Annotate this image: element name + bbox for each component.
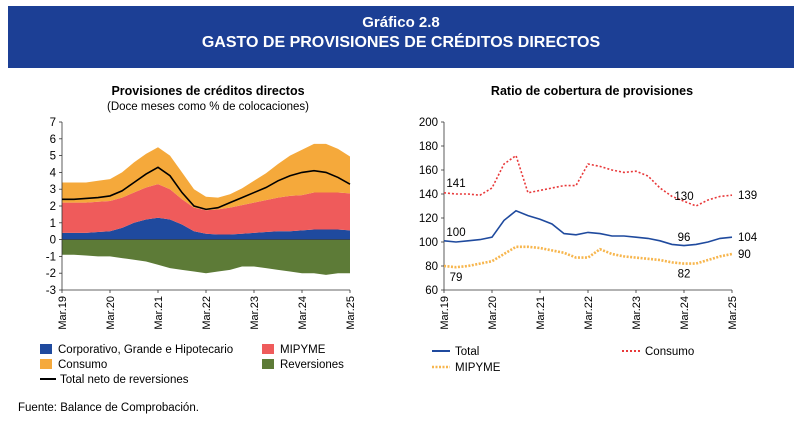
figure-number: Gráfico 2.8 (362, 14, 440, 31)
left-xtick-label: Mar.25 (345, 296, 357, 330)
legend-label-corporativo: Corporativo, Grande e Hipotecario (58, 344, 233, 356)
left-xtick-label: Mar.24 (297, 296, 309, 330)
legend-label-total-neto: Total neto de reversiones (60, 374, 189, 386)
left-chart-title: Provisiones de créditos directos (111, 84, 304, 98)
right-ytick-label: 180 (419, 141, 438, 153)
right-xtick-label: Mar.21 (535, 296, 547, 330)
right-ytick-label: 200 (419, 117, 438, 129)
left-ytick-label: 0 (50, 235, 56, 247)
right-ytick-label: 80 (425, 261, 438, 273)
area-mipyme (62, 184, 350, 235)
right-ytick-label: 60 (425, 285, 438, 297)
line-consumo (443, 154, 733, 207)
data-label: 130 (674, 191, 693, 203)
right-xtick-label: Mar.23 (631, 296, 643, 330)
left-ytick-label: 5 (50, 151, 56, 163)
left-chart-areas (62, 143, 350, 275)
area-reversiones (62, 239, 350, 275)
left-chart-line (62, 166, 351, 211)
data-label: 96 (678, 232, 691, 244)
data-label: 90 (738, 249, 751, 261)
left-xtick-label: Mar.21 (153, 296, 165, 330)
left-ytick-label: 3 (50, 184, 56, 196)
right-chart-title: Ratio de cobertura de provisiones (491, 84, 693, 98)
data-label: 139 (738, 190, 757, 202)
data-label: 100 (446, 227, 465, 239)
right-xtick-label: Mar.25 (727, 296, 739, 330)
legend-swatch-reversiones (262, 359, 274, 369)
source-note: Fuente: Balance de Comprobación. (18, 402, 199, 414)
right-xtick-label: Mar.19 (439, 296, 451, 330)
figure-title: GASTO DE PROVISIONES DE CRÉDITOS DIRECTO… (201, 34, 601, 51)
line-total-neto (62, 166, 351, 211)
area-consumo (62, 143, 350, 211)
left-ytick-label: 1 (50, 218, 56, 230)
data-label: 141 (446, 178, 465, 190)
left-xtick-label: Mar.19 (57, 296, 69, 330)
right-ytick-label: 160 (419, 165, 438, 177)
left-xtick-label: Mar.22 (201, 296, 213, 330)
chart-header-banner: Gráfico 2.8 GASTO DE PROVISIONES DE CRÉD… (8, 6, 794, 68)
right-xtick-label: Mar.20 (487, 296, 499, 330)
legend-label-mipyme: MIPYME (280, 344, 326, 356)
left-xtick-label: Mar.23 (249, 296, 261, 330)
left-ytick-label: 4 (50, 167, 57, 179)
data-label: 104 (738, 232, 758, 244)
left-ytick-label: 6 (50, 134, 56, 146)
right-ytick-label: 100 (419, 237, 438, 249)
right-chart-annotations: 141 100 79 130 96 82 139 104 90 (446, 178, 757, 284)
left-chart-legend: Corporativo, Grande e Hipotecario MIPYME… (40, 344, 344, 386)
right-ytick-label: 120 (419, 213, 438, 225)
legend-label-total: Total (455, 346, 479, 358)
right-ytick-label: 140 (419, 189, 438, 201)
right-xtick-label: Mar.24 (679, 296, 691, 330)
left-ytick-label: -3 (46, 285, 56, 297)
line-mipyme (443, 245, 733, 269)
legend-swatch-corporativo (40, 344, 52, 354)
left-chart: Provisiones de créditos directos (Doce m… (40, 84, 357, 386)
legend-swatch-mipyme (262, 344, 274, 354)
left-chart-subtitle: (Doce meses como % de colocaciones) (107, 101, 309, 113)
right-chart: Ratio de cobertura de provisiones 200 180… (419, 84, 758, 374)
legend-swatch-consumo (40, 359, 52, 369)
data-label: 82 (678, 269, 691, 281)
left-ytick-label: -1 (46, 251, 56, 263)
left-ytick-label: 7 (50, 117, 56, 129)
legend-label-reversiones: Reversiones (280, 359, 344, 371)
left-ytick-label: 2 (50, 201, 56, 213)
line-total (443, 209, 733, 247)
right-xtick-label: Mar.22 (583, 296, 595, 330)
right-chart-legend: Total Consumo MIPYME (432, 346, 694, 374)
legend-label-consumo-right: Consumo (645, 346, 694, 358)
data-label: 79 (450, 272, 463, 284)
legend-label-consumo: Consumo (58, 359, 107, 371)
right-chart-lines (443, 154, 733, 269)
legend-label-mipyme-right: MIPYME (455, 362, 501, 374)
left-ytick-label: -2 (46, 268, 56, 280)
left-xtick-label: Mar.20 (105, 296, 117, 330)
area-corporativo-grande-e-hipotecario (62, 217, 350, 240)
